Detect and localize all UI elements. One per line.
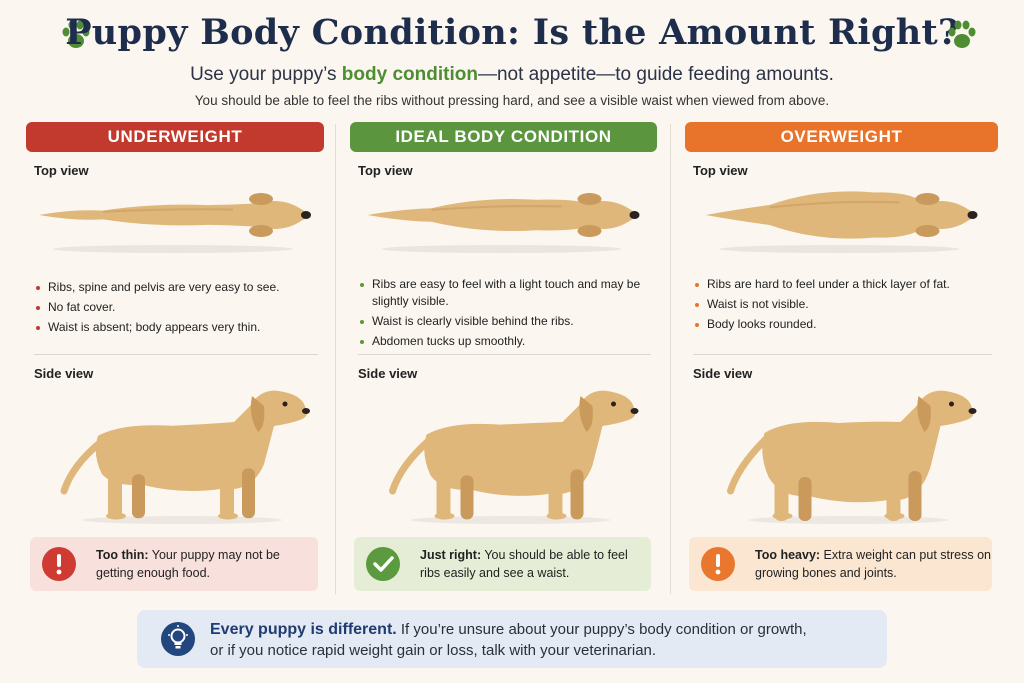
condition-column: IDEAL BODY CONDITION Top view Ribs are e…	[350, 122, 657, 592]
callout-bold: Too thin:	[96, 548, 149, 562]
bullet-item: Ribs are hard to feel under a thick laye…	[695, 276, 988, 293]
callout: Too thin: Your puppy may not be getting …	[30, 537, 318, 591]
bullet-text: No fat cover.	[48, 300, 116, 314]
exclamation-icon	[701, 547, 735, 581]
vet-note: Every puppy is different. If you’re unsu…	[137, 610, 887, 668]
callout-text: Too thin: Your puppy may not be getting …	[96, 546, 318, 582]
top-view-label: Top view	[34, 163, 89, 178]
subtitle-highlight: body condition	[341, 64, 478, 85]
callout-body: You should be able to feel ribs easily a…	[420, 548, 628, 580]
bullet-dot	[36, 306, 40, 310]
paw-print-icon	[948, 20, 976, 48]
puppy-top-view-image	[356, 175, 647, 260]
puppy-top-view-image	[32, 175, 314, 260]
column-divider	[335, 124, 336, 594]
bullet-text: Waist is absent; body appears very thin.	[48, 320, 261, 334]
bullet-dot	[695, 323, 699, 327]
divider	[34, 354, 318, 355]
top-view-label: Top view	[693, 163, 748, 178]
bullet-item: Ribs are easy to feel with a light touch…	[360, 276, 647, 310]
subtitle-pre: Use your puppy’s	[190, 64, 342, 85]
bullet-text: Ribs are hard to feel under a thick laye…	[707, 277, 950, 291]
bullet-text: Ribs, spine and pelvis are very easy to …	[48, 280, 280, 294]
subtitle: Use your puppy’s body condition—not appe…	[0, 64, 1024, 86]
column-heading: UNDERWEIGHT	[26, 122, 324, 152]
callout-body: Your puppy may not be getting enough foo…	[96, 548, 280, 580]
bullet-item: Waist is absent; body appears very thin.	[36, 319, 314, 336]
top-view-label: Top view	[358, 163, 413, 178]
column-heading: IDEAL BODY CONDITION	[350, 122, 657, 152]
note-line-1: Every puppy is different. If you’re unsu…	[210, 621, 807, 639]
callout: Too heavy: Extra weight can put stress o…	[689, 537, 992, 591]
column-heading: OVERWEIGHT	[685, 122, 998, 152]
callout-text: Too heavy: Extra weight can put stress o…	[755, 546, 992, 582]
side-view-label: Side view	[693, 366, 753, 381]
bullet-dot	[695, 283, 699, 287]
exclamation-icon	[42, 547, 76, 581]
bullet-text: Body looks rounded.	[707, 317, 817, 331]
bullet-list: Ribs, spine and pelvis are very easy to …	[36, 279, 314, 339]
bullet-text: Abdomen tucks up smoothly.	[372, 334, 526, 348]
bullet-text: Ribs are easy to feel with a light touch…	[372, 277, 641, 308]
bullet-dot	[360, 283, 364, 287]
puppy-side-view-image	[372, 366, 649, 531]
callout-bold: Too heavy:	[755, 548, 821, 562]
puppy-side-view-image	[707, 366, 990, 531]
bullet-item: Body looks rounded.	[695, 316, 988, 333]
bullet-text: Waist is clearly visible behind the ribs…	[372, 314, 574, 328]
bullet-dot	[695, 303, 699, 307]
subline: You should be able to feel the ribs with…	[194, 93, 830, 108]
puppy-side-view-image	[48, 366, 316, 531]
paw-print-icon	[62, 20, 90, 48]
callout-text: Just right: You should be able to feel r…	[420, 546, 651, 582]
condition-column: OVERWEIGHT Top view Ribs are hard to fee…	[685, 122, 998, 592]
bullet-item: No fat cover.	[36, 299, 314, 316]
callout-bold: Just right:	[420, 548, 482, 562]
bullet-item: Ribs, spine and pelvis are very easy to …	[36, 279, 314, 296]
puppy-top-view-image	[691, 175, 988, 260]
bullet-dot	[36, 326, 40, 330]
bullet-list: Ribs are hard to feel under a thick laye…	[695, 276, 988, 336]
bullet-item: Waist is clearly visible behind the ribs…	[360, 313, 647, 330]
callout: Just right: You should be able to feel r…	[354, 537, 651, 591]
bullet-dot	[360, 340, 364, 344]
subtitle-post: —not appetite—to guide feeding amounts.	[477, 64, 834, 85]
divider	[693, 354, 992, 355]
note-text: If you’re unsure about your puppy’s body…	[396, 621, 807, 638]
note-bold: Every puppy is different.	[210, 621, 397, 638]
column-divider	[670, 124, 671, 594]
callout-body: Extra weight can put stress on growing b…	[755, 548, 991, 580]
page-title: Puppy Body Condition: Is the Amount Righ…	[65, 12, 959, 53]
lightbulb-icon	[161, 622, 195, 656]
bullet-text: Waist is not visible.	[707, 297, 809, 311]
divider	[358, 354, 651, 355]
note-line-2: or if you notice rapid weight gain or lo…	[210, 642, 657, 659]
condition-column: UNDERWEIGHT Top view Ribs, spine and pel…	[26, 122, 324, 592]
bullet-item: Waist is not visible.	[695, 296, 988, 313]
bullet-list: Ribs are easy to feel with a light touch…	[360, 276, 647, 353]
side-view-label: Side view	[358, 366, 418, 381]
bullet-item: Abdomen tucks up smoothly.	[360, 333, 647, 350]
check-icon	[366, 547, 400, 581]
bullet-dot	[360, 320, 364, 324]
bullet-dot	[36, 286, 40, 290]
side-view-label: Side view	[34, 366, 94, 381]
